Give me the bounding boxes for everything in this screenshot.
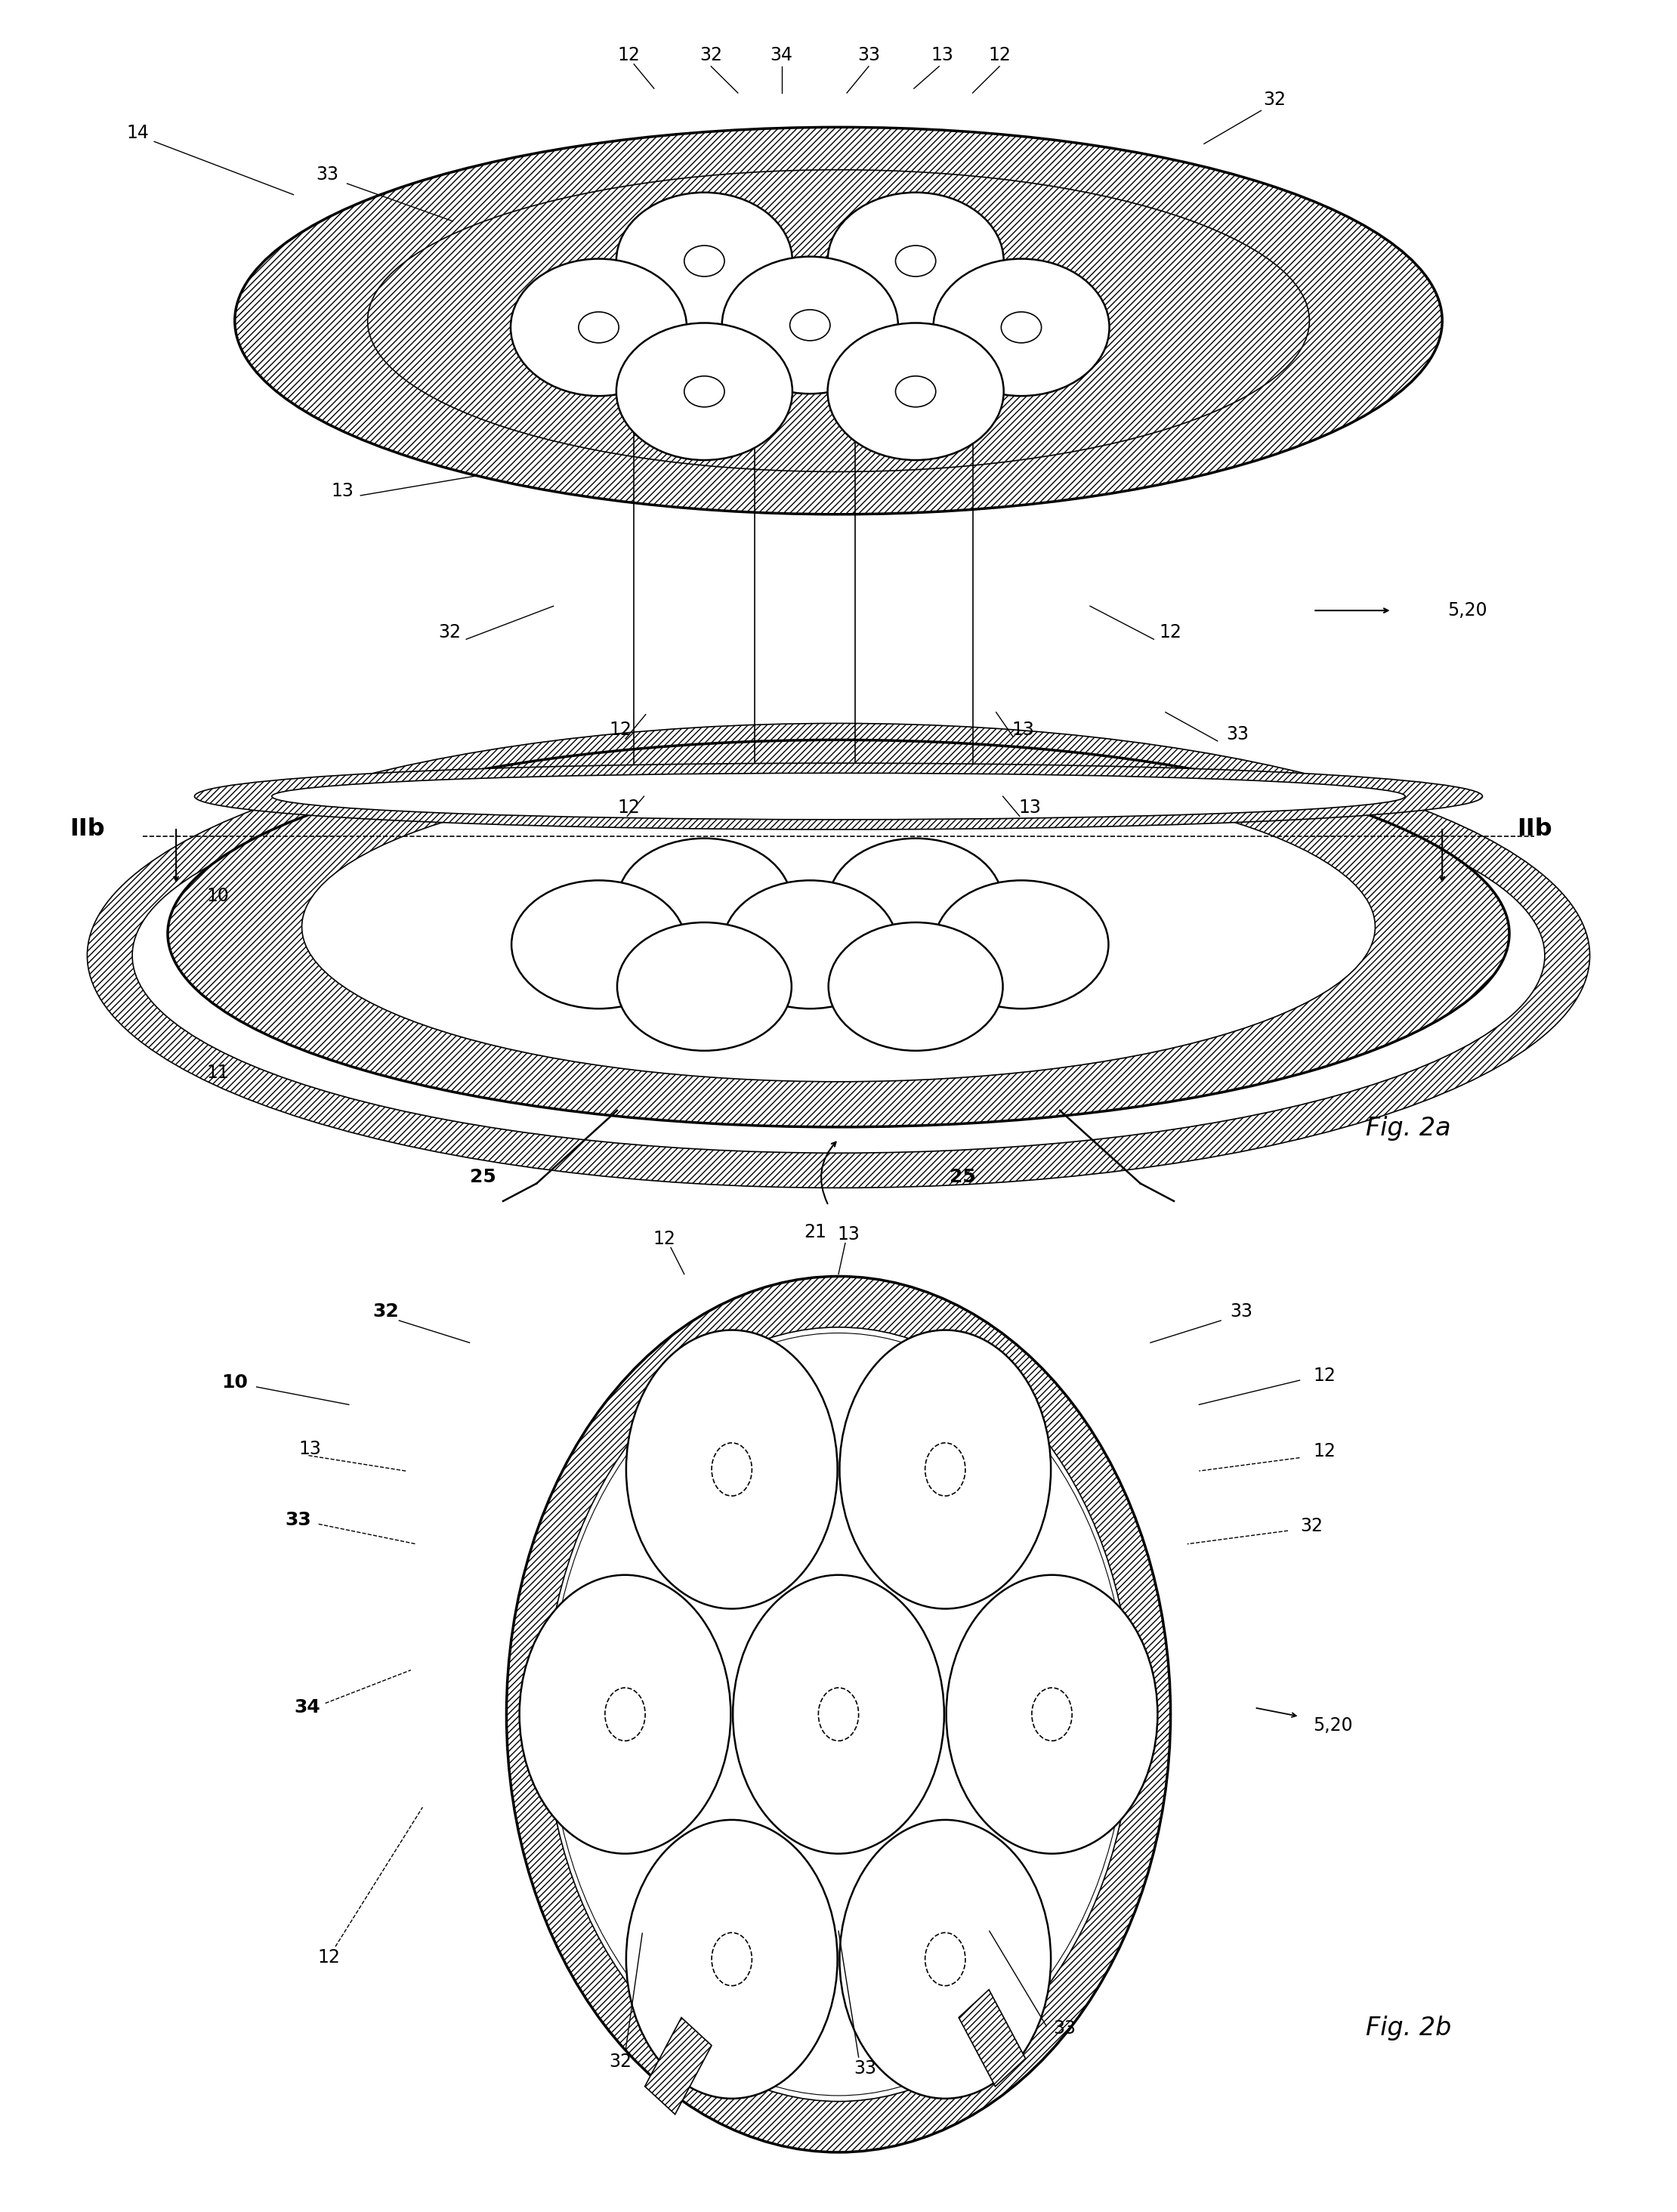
Text: 34: 34 xyxy=(770,46,793,64)
Text: 5,20: 5,20 xyxy=(1313,1717,1353,1734)
Ellipse shape xyxy=(828,838,1003,967)
Ellipse shape xyxy=(896,376,936,407)
Text: 21: 21 xyxy=(803,1223,827,1241)
Text: 33: 33 xyxy=(315,166,339,184)
Text: 32: 32 xyxy=(1263,91,1286,108)
Text: 12: 12 xyxy=(617,799,641,816)
Ellipse shape xyxy=(511,880,686,1009)
Ellipse shape xyxy=(790,310,830,341)
Text: 25: 25 xyxy=(470,1168,496,1186)
Ellipse shape xyxy=(302,772,1375,1082)
Circle shape xyxy=(605,1688,646,1741)
Circle shape xyxy=(926,1442,966,1495)
Text: 13: 13 xyxy=(299,1440,322,1458)
Text: 32: 32 xyxy=(372,1303,399,1321)
Text: 33: 33 xyxy=(854,2059,877,2077)
Ellipse shape xyxy=(723,880,897,1009)
Circle shape xyxy=(506,1276,1171,2152)
Text: 12: 12 xyxy=(317,1949,340,1966)
Text: 13: 13 xyxy=(330,482,354,500)
Text: 5,20: 5,20 xyxy=(1447,602,1487,619)
Ellipse shape xyxy=(828,922,1003,1051)
Ellipse shape xyxy=(235,126,1442,513)
Circle shape xyxy=(818,1688,859,1741)
Text: 14: 14 xyxy=(126,124,149,142)
Text: 33: 33 xyxy=(285,1511,312,1528)
Ellipse shape xyxy=(1001,312,1041,343)
Ellipse shape xyxy=(896,246,936,276)
Ellipse shape xyxy=(168,739,1509,1128)
Ellipse shape xyxy=(684,376,724,407)
Ellipse shape xyxy=(87,723,1590,1188)
Circle shape xyxy=(840,1820,1051,2099)
Text: 33: 33 xyxy=(1053,2020,1077,2037)
Text: Fig. 2b: Fig. 2b xyxy=(1365,2015,1452,2042)
Circle shape xyxy=(520,1575,731,1854)
Ellipse shape xyxy=(828,192,1003,330)
Text: 12: 12 xyxy=(1313,1442,1337,1460)
Text: 32: 32 xyxy=(699,46,723,64)
Ellipse shape xyxy=(272,774,1405,818)
Ellipse shape xyxy=(932,259,1110,396)
Circle shape xyxy=(626,1329,837,1608)
Ellipse shape xyxy=(579,312,619,343)
Ellipse shape xyxy=(617,323,793,460)
Circle shape xyxy=(840,1329,1051,1608)
Circle shape xyxy=(545,1327,1132,2101)
Text: 11: 11 xyxy=(206,1064,230,1082)
Text: 10: 10 xyxy=(206,887,230,905)
Ellipse shape xyxy=(510,259,688,396)
Circle shape xyxy=(626,1820,837,2099)
Text: 12: 12 xyxy=(1313,1367,1337,1385)
Circle shape xyxy=(733,1575,944,1854)
Text: 33: 33 xyxy=(857,46,880,64)
Ellipse shape xyxy=(132,759,1545,1152)
Text: 32: 32 xyxy=(438,624,461,641)
Text: 25: 25 xyxy=(949,1168,976,1186)
Text: 12: 12 xyxy=(609,721,632,739)
Text: 33: 33 xyxy=(1226,726,1249,743)
Text: 12: 12 xyxy=(652,1230,676,1248)
Ellipse shape xyxy=(195,763,1482,830)
Text: 32: 32 xyxy=(1300,1517,1323,1535)
Text: 12: 12 xyxy=(988,46,1011,64)
Text: 13: 13 xyxy=(1011,721,1035,739)
Ellipse shape xyxy=(934,880,1108,1009)
Text: 34: 34 xyxy=(293,1699,320,1717)
Circle shape xyxy=(1031,1688,1072,1741)
Ellipse shape xyxy=(723,257,899,394)
Text: 12: 12 xyxy=(1159,624,1182,641)
Ellipse shape xyxy=(684,246,724,276)
Bar xyxy=(646,2017,711,2115)
Text: 13: 13 xyxy=(837,1225,860,1243)
Circle shape xyxy=(926,1933,966,1986)
Text: 10: 10 xyxy=(221,1374,248,1391)
Circle shape xyxy=(711,1933,751,1986)
Bar xyxy=(959,1989,1026,2086)
Text: IIb: IIb xyxy=(1516,818,1553,841)
Text: 32: 32 xyxy=(609,2053,632,2070)
Ellipse shape xyxy=(617,922,792,1051)
Ellipse shape xyxy=(181,843,1496,1113)
Ellipse shape xyxy=(617,838,792,967)
Ellipse shape xyxy=(617,192,793,330)
Text: Fig. 2a: Fig. 2a xyxy=(1367,1115,1451,1141)
Text: 33: 33 xyxy=(1229,1303,1253,1321)
Text: IIb: IIb xyxy=(69,818,106,841)
Circle shape xyxy=(711,1442,751,1495)
Text: 12: 12 xyxy=(617,46,641,64)
Circle shape xyxy=(946,1575,1157,1854)
Ellipse shape xyxy=(828,323,1003,460)
Text: 13: 13 xyxy=(931,46,954,64)
Text: 13: 13 xyxy=(1018,799,1041,816)
